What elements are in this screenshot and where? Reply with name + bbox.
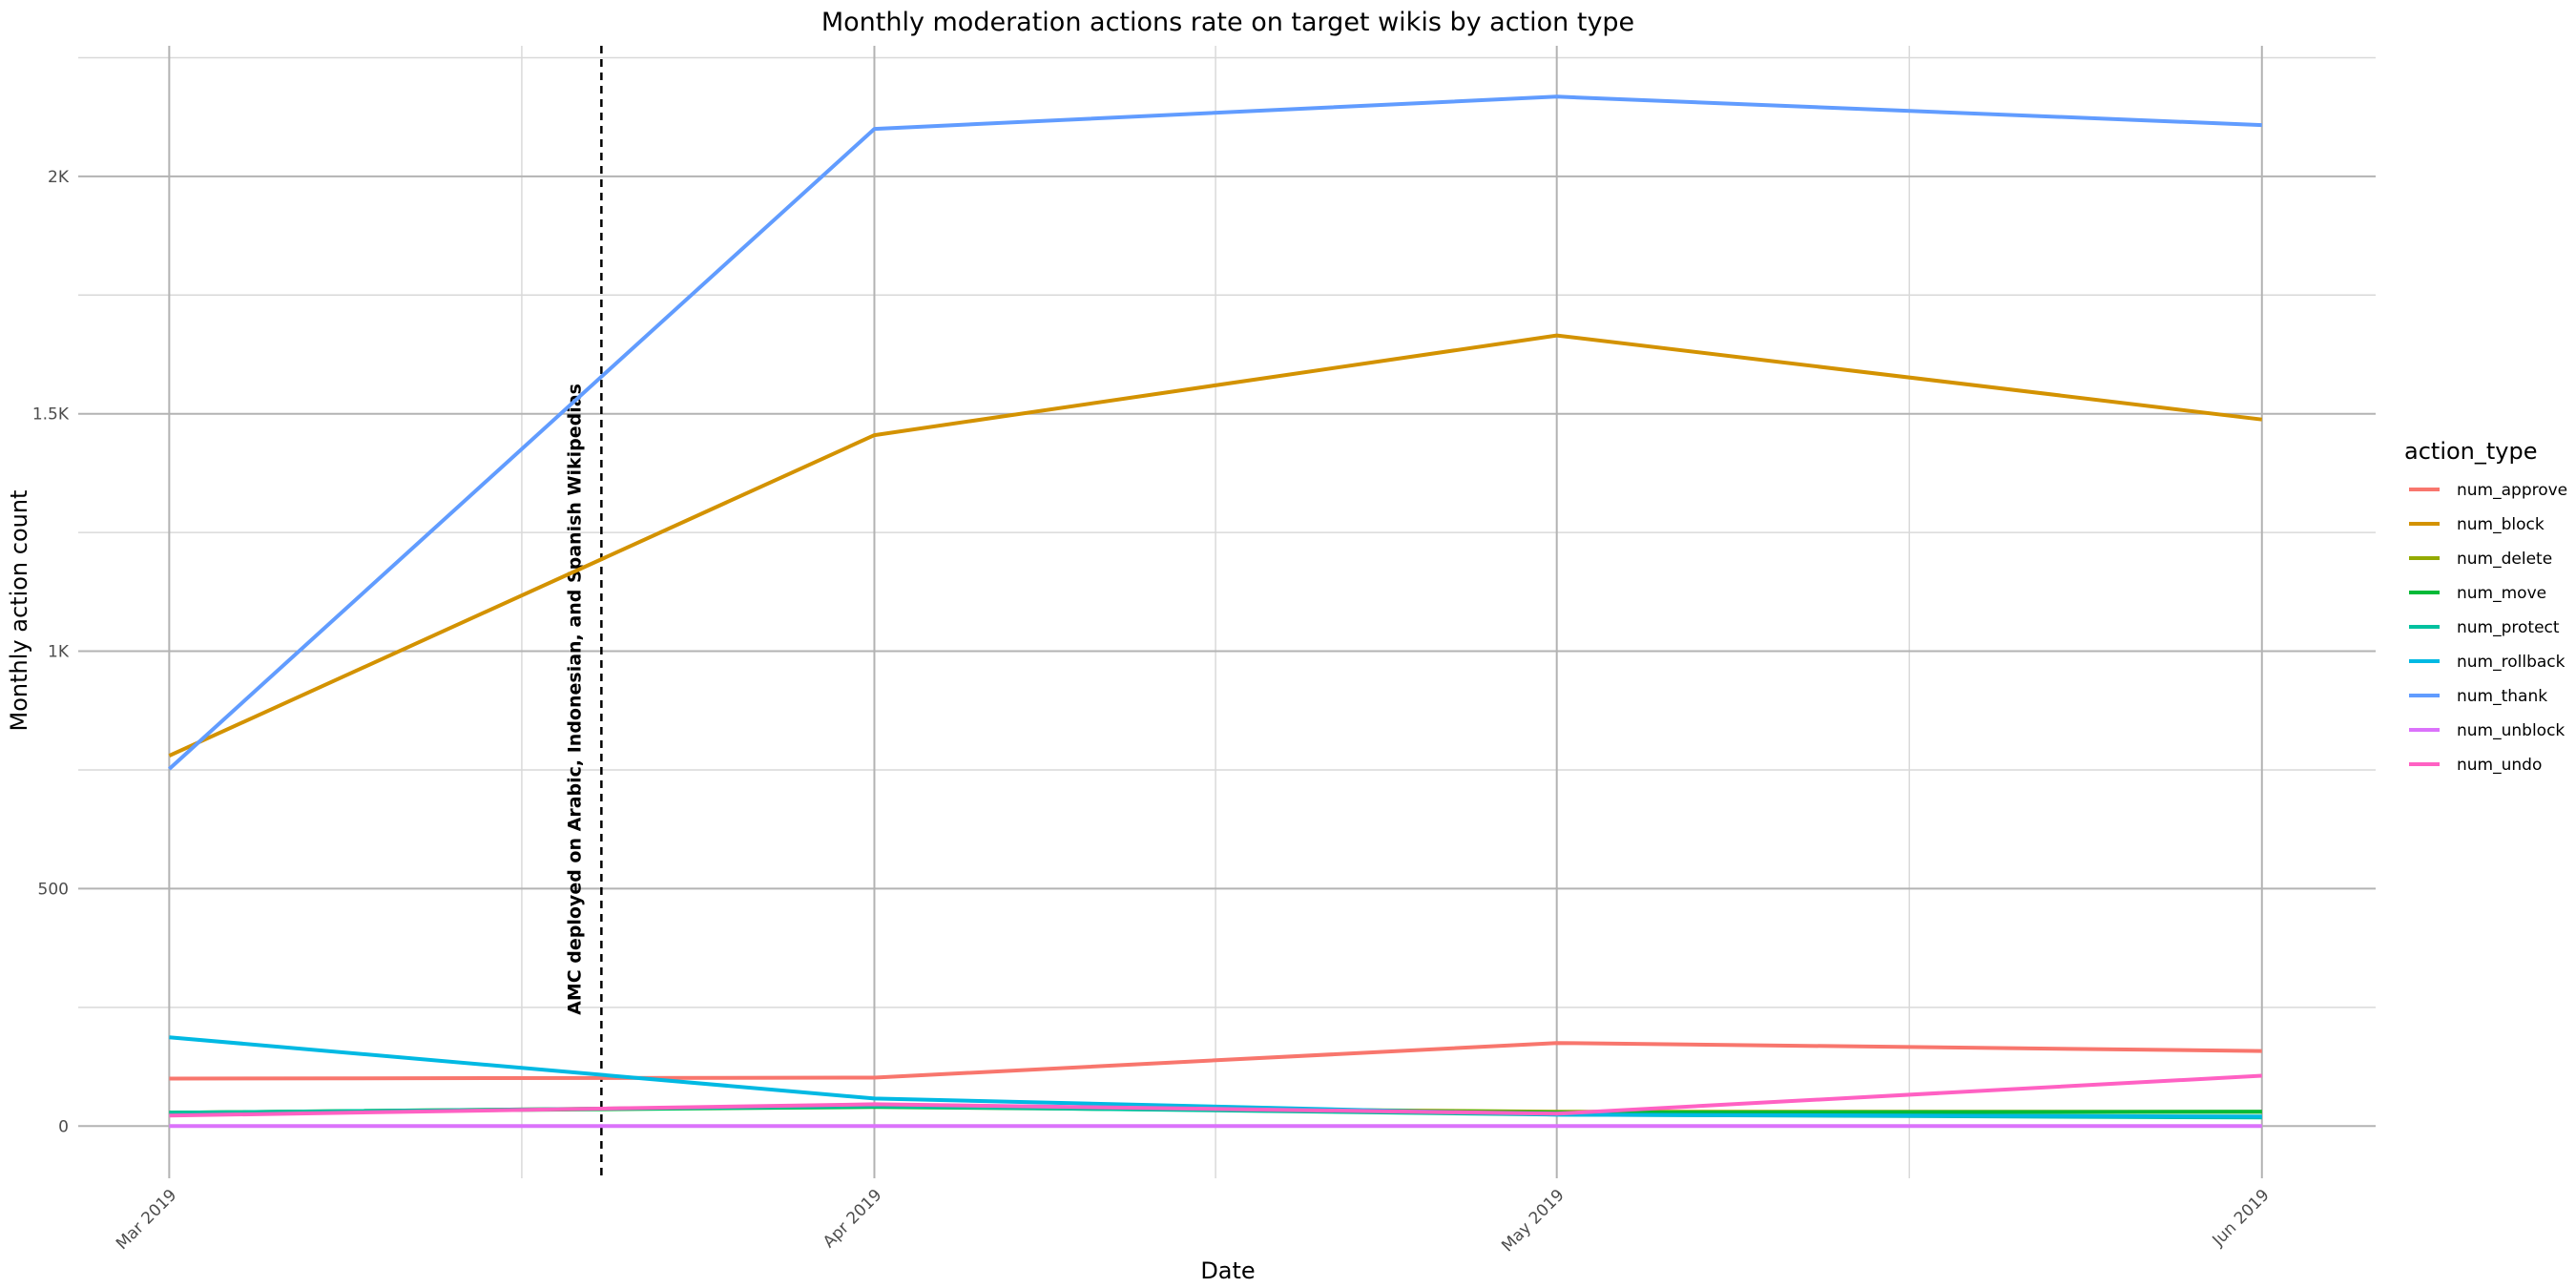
legend-label-num-move: num_move [2457, 584, 2546, 603]
y-tick-label: 0 [58, 1117, 69, 1136]
legend-title: action_type [2404, 438, 2538, 465]
series-lines [168, 94, 2263, 1129]
y-tick-label: 500 [38, 880, 69, 899]
y-axis-title: Monthly action count [6, 490, 32, 732]
y-tick-label: 1.5K [32, 405, 70, 425]
legend-label-num-approve: num_approve [2457, 481, 2567, 500]
series-line-num-block [168, 333, 2263, 758]
x-tick-label: May 2019 [1498, 1186, 1568, 1256]
legend-label-num-block: num_block [2457, 515, 2545, 534]
y-tick-label: 1K [48, 643, 70, 662]
chart-title: Monthly moderation actions rate on targe… [821, 8, 1634, 37]
legend-label-num-delete: num_delete [2457, 550, 2552, 569]
x-tick-label: Mar 2019 [113, 1186, 180, 1254]
x-tick-label: Apr 2019 [820, 1186, 885, 1252]
series-line-num-approve [169, 1041, 2262, 1081]
x-axis-title: Date [1200, 1257, 1255, 1284]
series-line-num-rollback [169, 1035, 2262, 1119]
annotation-label: AMC deployed on Arabic, Indonesian, and … [564, 384, 585, 1015]
x-tick-label: Jun 2019 [2209, 1186, 2274, 1251]
legend-label-num-unblock: num_unblock [2457, 721, 2565, 740]
legend-label-num-rollback: num_rollback [2457, 653, 2566, 672]
legend: action_type num_approve num_block num_dele… [2404, 438, 2567, 775]
series-line-num-undo [169, 1073, 2262, 1118]
legend-label-num-protect: num_protect [2457, 618, 2560, 637]
annotation: AMC deployed on Arabic, Indonesian, and … [564, 46, 603, 1178]
y-tick-label: 2K [48, 168, 70, 187]
legend-label-num-undo: num_undo [2457, 756, 2542, 775]
y-axis: 0 500 1K 1.5K 2K [32, 168, 70, 1136]
x-axis: Mar 2019 Apr 2019 May 2019 Jun 2019 [113, 1186, 2274, 1256]
series-line-num-thank [168, 94, 2262, 771]
legend-label-num-thank: num_thank [2457, 687, 2547, 706]
grid [78, 46, 2376, 1178]
